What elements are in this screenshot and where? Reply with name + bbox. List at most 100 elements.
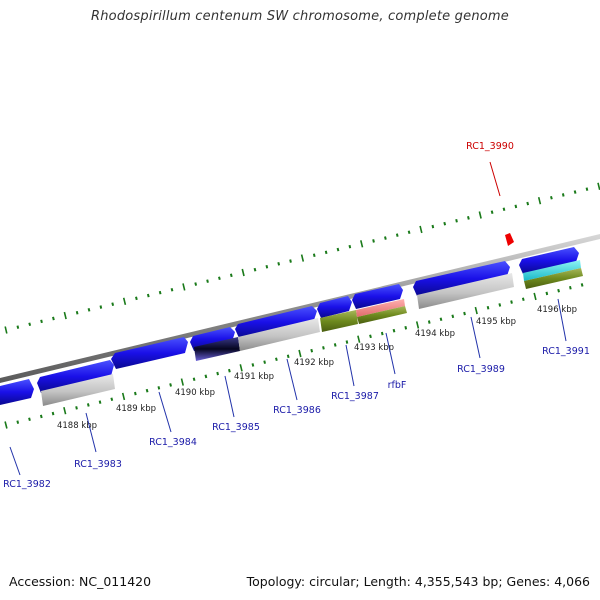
scale-tick — [573, 190, 577, 194]
outer-scale-ring — [4, 182, 600, 334]
feature-gray-3[interactable] — [417, 273, 514, 309]
gene-label-rfbf[interactable]: rfbF — [388, 380, 407, 391]
scale-tick — [87, 308, 91, 312]
gene-rc1-3986-arrow[interactable] — [235, 306, 317, 338]
accession-label: Accession: NC_011420 — [9, 574, 152, 589]
scale-tick — [75, 310, 79, 315]
scale-tick — [263, 360, 266, 364]
scale-tick — [498, 303, 502, 307]
feature-dark-1[interactable] — [194, 337, 240, 361]
scale-tick — [28, 417, 31, 422]
scale-tick — [286, 354, 290, 359]
scale-tick-label: 4190 kbp — [175, 388, 215, 398]
feature-gray-1[interactable] — [41, 374, 115, 406]
scale-tick — [322, 346, 325, 350]
scale-tick — [216, 371, 219, 376]
scale-tick — [239, 364, 243, 372]
scale-tick — [557, 288, 560, 293]
scale-tick — [86, 403, 90, 407]
scale-tick — [16, 420, 20, 424]
gene-labels: RC1_3982 RC1_3983 RC1_3984 RC1_3985 RC1_… — [3, 141, 590, 490]
scale-tick — [300, 254, 305, 262]
scale-tick — [110, 397, 114, 402]
feature-pink-1[interactable] — [356, 299, 405, 317]
scale-tick — [597, 182, 600, 190]
gene-rc1-3985-arrow[interactable] — [190, 327, 235, 351]
scale-tick — [395, 233, 399, 237]
feature-gray-2[interactable] — [238, 318, 320, 351]
gene-label-rc1-3982[interactable]: RC1_3982 — [3, 479, 51, 490]
scale-tick — [170, 287, 174, 292]
gene-rc1-3982-arrow[interactable] — [0, 379, 34, 405]
scale-tick — [169, 383, 172, 387]
gene-rc1-3989-arrow[interactable] — [413, 261, 510, 296]
scale-tick-label: 4194 kbp — [415, 329, 455, 339]
scale-tick — [63, 407, 67, 415]
scale-tick — [502, 207, 506, 212]
scale-tick — [122, 297, 127, 305]
scale-tick — [157, 386, 161, 390]
highlight-marker-icon — [505, 233, 514, 246]
scale-tick — [158, 290, 162, 295]
gene-label-rc1-3987[interactable]: RC1_3987 — [331, 391, 379, 402]
scale-tick — [533, 292, 537, 301]
scale-tick-label: 4188 kbp — [57, 421, 97, 431]
scale-tick — [510, 300, 513, 304]
gene-label-rc1-3989[interactable]: RC1_3989 — [457, 364, 505, 375]
forward-strand — [0, 247, 579, 405]
scale-tick — [345, 340, 349, 344]
scale-tick — [478, 211, 482, 219]
scale-tick — [75, 406, 78, 410]
gene-rc1-3987-arrow[interactable] — [317, 296, 352, 318]
gene-rc1-3990-arrow[interactable] — [519, 247, 579, 274]
gene-rc1-3983-arrow[interactable] — [37, 360, 114, 393]
scale-tick — [324, 250, 328, 255]
scale-tick — [443, 221, 447, 226]
gene-label-rc1-3984[interactable]: RC1_3984 — [149, 437, 197, 448]
scale-tick-label: 4193 kbp — [354, 343, 394, 353]
scale-tick — [384, 236, 387, 240]
scale-tick — [419, 225, 423, 234]
gene-rc1-3984-arrow[interactable] — [111, 337, 188, 369]
scale-tick — [369, 334, 372, 339]
scale-tick — [431, 224, 435, 229]
feature-olive-3[interactable] — [524, 268, 583, 289]
scale-labels: 4188 kbp 4189 kbp 4190 kbp 4191 kbp 4192… — [57, 305, 577, 431]
gene-rfbf-arrow[interactable] — [352, 284, 403, 309]
scale-tick — [336, 247, 340, 252]
gene-label-rc1-3986[interactable]: RC1_3986 — [273, 405, 321, 416]
gene-label-rc1-3983[interactable]: RC1_3983 — [74, 459, 122, 470]
scale-tick — [545, 291, 549, 296]
scale-tick — [111, 302, 115, 306]
scale-tick — [99, 305, 103, 309]
scale-tick — [63, 311, 67, 320]
scale-tick — [218, 276, 221, 281]
scale-tick — [310, 348, 314, 353]
gene-label-rc1-3991[interactable]: RC1_3991 — [542, 346, 590, 357]
scale-tick — [289, 259, 292, 263]
feature-olive-1[interactable] — [320, 310, 358, 332]
scale-tick — [206, 279, 209, 283]
scale-tick — [407, 230, 411, 235]
scale-tick — [490, 210, 494, 214]
feature-cyan-1[interactable] — [523, 260, 581, 281]
scale-tick — [392, 328, 396, 333]
scale-tick — [463, 311, 466, 316]
scale-tick — [204, 374, 208, 379]
scale-tick — [585, 187, 589, 191]
scale-tick — [415, 321, 420, 329]
gene-label-rc1-3990[interactable]: RC1_3990 — [466, 141, 514, 152]
scale-tick — [467, 216, 470, 220]
feature-track — [41, 260, 583, 406]
scale-tick-label: 4189 kbp — [116, 404, 156, 414]
scale-tick — [404, 325, 408, 330]
scale-tick — [537, 197, 542, 205]
feature-olive-2[interactable] — [357, 306, 407, 324]
scale-tick — [121, 392, 126, 401]
gene-label-rc1-3985[interactable]: RC1_3985 — [212, 422, 260, 433]
scale-tick — [28, 322, 32, 327]
scale-tick — [348, 244, 352, 249]
scale-tick — [135, 296, 138, 301]
scale-tick — [182, 283, 186, 291]
